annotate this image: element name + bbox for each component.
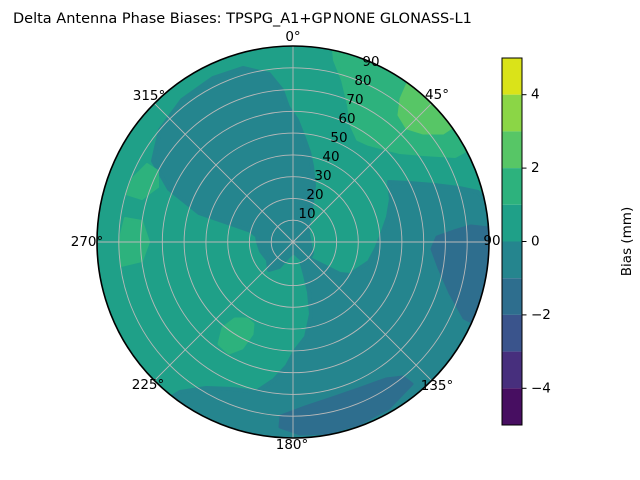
- azimuth-label-135: 135°: [421, 378, 454, 394]
- azimuth-label-0: 0°: [285, 29, 300, 45]
- radial-label-50: 50: [330, 130, 347, 146]
- contour-region-1-2-southwest: [217, 317, 255, 355]
- colorbar-band-2-3: [502, 131, 522, 169]
- radial-label-80: 80: [354, 73, 371, 89]
- colorbar-band-4-5: [502, 58, 522, 95]
- radial-label-70: 70: [346, 92, 363, 108]
- chart-title-left: Delta Antenna Phase Biases: TPSPG_A1+GP: [13, 11, 332, 27]
- polar-outline: [96, 45, 490, 439]
- colorbar-band-n5-n4: [502, 388, 522, 425]
- azimuth-label-270: 270°: [71, 234, 104, 250]
- radial-labels: 10 20 30 40 50 60 70 80 90: [298, 54, 379, 222]
- colorbar-band-n2-n1: [502, 278, 522, 315]
- colorbar-band-1-2: [502, 168, 522, 205]
- radial-label-60: 60: [338, 111, 355, 127]
- colorbar-band-n3-n2: [502, 314, 522, 352]
- colorbar-tick-label-n4: −4: [531, 380, 551, 396]
- radial-label-90: 90: [362, 54, 379, 70]
- colorbar-band-0-1: [502, 204, 522, 242]
- colorbar-band-3-4: [502, 94, 522, 132]
- contour-region-neg1-0-north: [151, 66, 316, 272]
- colorbar-band-n4-n3: [502, 351, 522, 389]
- azimuth-label-45: 45°: [425, 87, 449, 103]
- radial-label-40: 40: [322, 149, 339, 165]
- colorbar-tick-label-2: 2: [531, 160, 540, 176]
- colorbar-tick-label-0: 0: [531, 234, 540, 250]
- colorbar-tick-label-4: 4: [531, 87, 540, 103]
- azimuth-label-225: 225°: [132, 377, 165, 393]
- chart-title-right: NONE GLONASS-L1: [333, 11, 472, 27]
- polar-grid: [96, 45, 490, 439]
- radial-label-10: 10: [298, 206, 315, 222]
- colorbar-tick-label-n2: −2: [531, 307, 551, 323]
- radial-label-30: 30: [314, 168, 331, 184]
- azimuth-labels: 0° 45° 90 135° 180° 225° 270° 315°: [71, 29, 501, 453]
- radial-label-20: 20: [306, 187, 323, 203]
- azimuth-label-180: 180°: [276, 437, 309, 453]
- colorbar-band-n1-0: [502, 241, 522, 279]
- colorbar-axis-label: Bias (mm): [619, 207, 635, 276]
- azimuth-label-315: 315°: [133, 88, 166, 104]
- colorbar: 4 2 0 −2 −4 Bias (mm): [501, 57, 635, 426]
- azimuth-label-90: 90: [483, 233, 500, 249]
